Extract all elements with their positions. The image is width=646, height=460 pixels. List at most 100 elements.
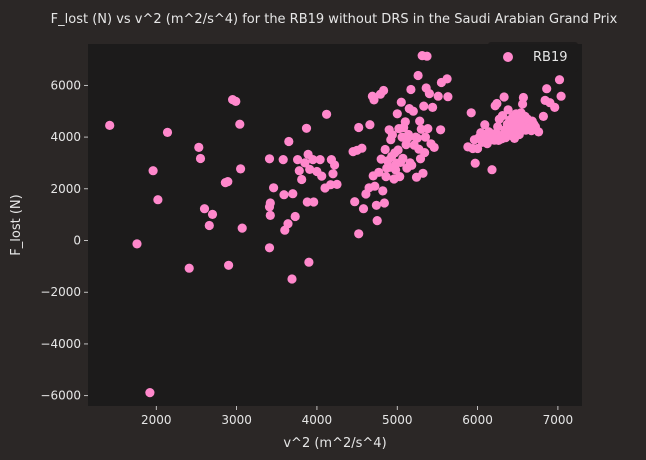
data-point [304, 257, 314, 267]
data-point [195, 153, 206, 164]
y-tick-label: 4000 [50, 130, 81, 144]
x-axis-label: v^2 (m^2/s^4) [283, 436, 386, 451]
data-point [428, 102, 438, 112]
data-point [288, 189, 298, 199]
data-point [278, 155, 288, 165]
data-point [493, 122, 503, 132]
data-point [412, 133, 422, 143]
data-point [322, 109, 332, 119]
data-point [162, 127, 173, 137]
data-point [237, 223, 247, 233]
data-point [433, 91, 443, 101]
data-point [406, 84, 416, 95]
data-point [287, 274, 297, 284]
data-point [473, 143, 483, 154]
data-point [236, 164, 246, 174]
data-point [419, 101, 429, 111]
data-point [308, 155, 318, 165]
x-tick-label: 5000 [382, 413, 413, 427]
data-point [145, 388, 155, 398]
data-point [550, 102, 560, 112]
y-axis-label: F_lost (N) [9, 194, 24, 255]
data-point [518, 92, 529, 103]
data-point [503, 105, 513, 115]
legend-marker [503, 52, 513, 62]
data-point [391, 165, 401, 175]
data-point [395, 172, 405, 182]
data-point [358, 204, 369, 214]
data-point [207, 209, 218, 219]
data-point [301, 123, 312, 133]
data-point [231, 96, 241, 106]
data-point [374, 167, 384, 177]
x-tick-label: 3000 [221, 413, 252, 427]
data-point [300, 158, 310, 168]
data-point [309, 197, 319, 207]
data-point [235, 119, 245, 129]
data-point [283, 219, 293, 229]
chart-title: F_lost (N) vs v^2 (m^2/s^4) for the RB19… [51, 12, 618, 27]
x-tick-label: 7000 [543, 413, 574, 427]
data-point [556, 91, 566, 101]
y-tick-label: −6000 [40, 389, 81, 403]
data-point [328, 169, 338, 179]
data-point [132, 239, 142, 249]
data-point [199, 204, 210, 214]
data-point [357, 143, 367, 153]
data-point [284, 136, 294, 147]
data-point [372, 216, 382, 226]
data-point [224, 260, 234, 270]
legend: RB19 [488, 42, 578, 72]
data-point [418, 168, 428, 178]
data-point [354, 229, 364, 239]
data-point [403, 129, 414, 140]
data-point [204, 220, 214, 231]
y-tick-label: 2000 [50, 182, 81, 196]
data-point [470, 158, 480, 168]
x-tick-label: 2000 [141, 413, 172, 427]
data-point [381, 172, 391, 182]
data-point [315, 155, 325, 165]
data-point [302, 197, 312, 207]
legend-box [488, 42, 578, 72]
data-point [380, 144, 390, 155]
data-point [290, 211, 300, 222]
data-point [443, 92, 453, 102]
data-point [378, 186, 388, 196]
data-point [542, 84, 552, 94]
data-points [105, 51, 566, 398]
data-point [499, 92, 509, 102]
data-point [330, 160, 340, 170]
y-axis: −6000 −4000 −2000 0 2000 4000 6000 [40, 78, 88, 403]
data-point [423, 124, 433, 134]
data-point [350, 197, 360, 207]
data-point [223, 177, 233, 187]
data-point [365, 120, 375, 130]
y-tick-label: −4000 [40, 337, 81, 351]
data-point [534, 127, 544, 137]
data-point [480, 120, 490, 130]
data-point [264, 243, 275, 253]
x-tick-label: 6000 [462, 413, 493, 427]
x-axis: 2000 3000 4000 5000 6000 7000 [141, 406, 573, 427]
data-point [269, 183, 279, 193]
data-point [408, 106, 418, 116]
data-point [264, 154, 275, 164]
data-point [387, 130, 397, 140]
data-point [429, 142, 439, 152]
data-point [369, 95, 379, 105]
data-point [407, 160, 417, 170]
data-point [492, 98, 502, 109]
y-tick-label: 6000 [50, 78, 81, 92]
data-point [379, 198, 389, 208]
data-point [265, 210, 275, 220]
data-point [400, 117, 410, 127]
data-point [305, 164, 315, 174]
data-point [422, 51, 432, 61]
data-point [153, 195, 163, 205]
data-point [538, 111, 549, 121]
x-tick-label: 4000 [302, 413, 333, 427]
data-point [396, 97, 406, 107]
